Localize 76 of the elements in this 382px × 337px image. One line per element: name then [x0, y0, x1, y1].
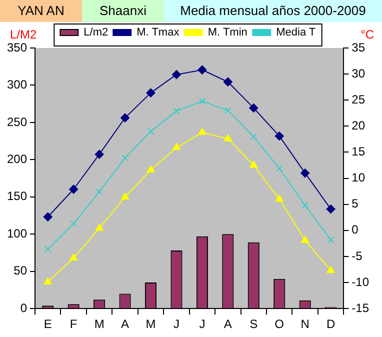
point	[43, 212, 52, 222]
point	[198, 98, 206, 104]
y-tick-label: 100	[6, 226, 28, 240]
y-tick-label: 200	[6, 152, 28, 166]
y2-tick-label: -5	[352, 248, 363, 263]
x-tick-label: J	[173, 317, 180, 332]
point	[301, 236, 310, 243]
point	[224, 107, 232, 114]
point	[96, 188, 103, 196]
text: Media mensual años 2000-2009	[180, 3, 366, 18]
chart-title: YAN AN	[0, 0, 82, 22]
y2-tick-label: -10	[352, 274, 370, 289]
x-tick-label: A	[121, 317, 130, 332]
y2-tick-label: 10	[352, 170, 366, 185]
x-tick-label: N	[300, 317, 310, 332]
x-tick-label: M	[94, 317, 104, 332]
y-tick-label: 300	[6, 78, 28, 92]
x-tick-label: S	[250, 317, 258, 332]
x-tick-label: A	[224, 317, 232, 332]
point	[198, 65, 207, 74]
point	[147, 128, 154, 135]
point	[250, 133, 257, 140]
point	[95, 224, 104, 231]
point	[69, 184, 78, 194]
x-tick-label: D	[326, 317, 336, 332]
y2-tick-label: -15	[352, 300, 370, 315]
y2-axis-title: °C	[360, 27, 374, 42]
legend-label: Media T	[276, 26, 316, 39]
point	[198, 128, 206, 135]
y-axis-title: L/M2	[10, 27, 38, 42]
y-tick-label: 0	[20, 300, 28, 315]
point	[326, 204, 336, 214]
chart-subtitle: Shaanxi	[82, 0, 164, 22]
y-tick-label: 150	[6, 189, 28, 204]
point	[44, 246, 52, 253]
point	[223, 77, 232, 86]
point	[122, 154, 128, 162]
y2-tick-label: 0	[352, 222, 359, 237]
x-tick-label: O	[274, 317, 284, 332]
point	[121, 192, 130, 200]
point	[276, 165, 283, 172]
point	[249, 103, 258, 112]
legend-label: M. Tmax	[136, 26, 180, 39]
point	[146, 165, 155, 172]
point	[94, 150, 104, 159]
point	[172, 70, 181, 80]
point	[146, 88, 156, 98]
point	[274, 132, 284, 141]
point	[44, 278, 52, 285]
point	[300, 168, 310, 178]
y-tick-label: 50	[14, 264, 28, 278]
point	[327, 236, 334, 244]
x-tick-label: E	[44, 317, 52, 332]
point	[120, 113, 130, 122]
x-tick-label: J	[199, 317, 206, 332]
y2-tick-label: 20	[352, 118, 366, 132]
y2-tick-label: 25	[352, 92, 366, 106]
point	[224, 134, 232, 142]
point	[275, 194, 284, 202]
point	[173, 108, 180, 114]
legend-label: L/m2	[84, 26, 108, 39]
x-tick-label: F	[70, 317, 78, 332]
point	[250, 160, 258, 168]
y2-tick-label: 15	[352, 144, 366, 159]
legend-label: M. Tmin	[208, 26, 248, 39]
x-tick-label: M	[146, 317, 156, 332]
y-tick-label: 350	[6, 40, 28, 54]
point	[172, 143, 180, 150]
point	[70, 254, 78, 261]
y2-tick-label: 5	[352, 196, 359, 211]
point	[70, 220, 77, 227]
point	[326, 266, 335, 274]
point	[302, 202, 308, 209]
y2-tick-label: 35	[352, 40, 366, 54]
y-tick-label: 250	[6, 114, 28, 129]
y2-tick-label: 30	[352, 66, 366, 80]
